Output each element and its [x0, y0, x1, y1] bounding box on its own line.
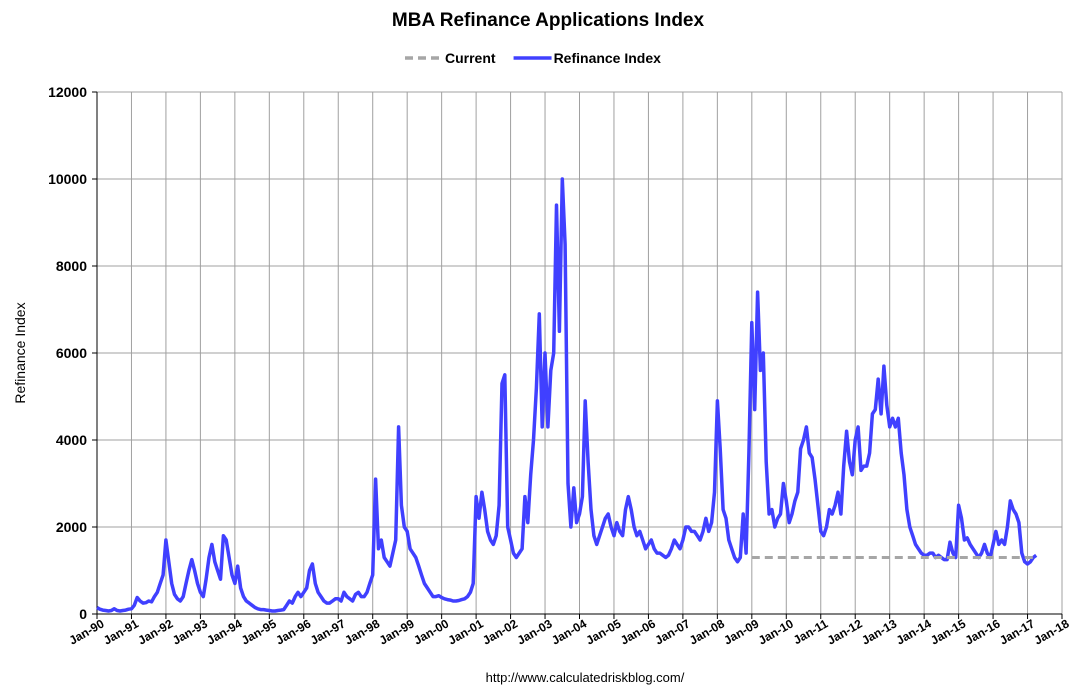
source-text: http://www.calculatedriskblog.com/ — [486, 670, 685, 685]
x-tick-label: Jan-16 — [963, 616, 1003, 647]
legend-label: Refinance Index — [554, 50, 662, 66]
y-tick-label: 6000 — [56, 345, 87, 361]
x-tick-label: Jan-18 — [1032, 616, 1072, 647]
y-tick-label: 0 — [79, 606, 87, 622]
x-tick-label: Jan-03 — [515, 616, 555, 647]
x-tick-label: Jan-09 — [721, 616, 761, 647]
x-tick-label: Jan-08 — [687, 616, 727, 647]
series-line — [96, 177, 1038, 613]
x-tick-label: Jan-07 — [652, 616, 692, 647]
x-tick-label: Jan-99 — [377, 616, 417, 647]
x-tick-label: Jan-02 — [480, 616, 520, 647]
x-tick-label: Jan-97 — [308, 616, 348, 647]
y-tick-label: 2000 — [56, 519, 87, 535]
x-tick-label: Jan-00 — [411, 616, 451, 647]
y-tick-label: 4000 — [56, 432, 87, 448]
legend-label: Current — [445, 50, 496, 66]
y-tick-label: 12000 — [48, 84, 87, 100]
x-tick-label: Jan-14 — [894, 616, 934, 647]
x-tick-label: Jan-17 — [997, 616, 1037, 647]
x-tick-label: Jan-05 — [584, 616, 624, 647]
x-tick-label: Jan-11 — [791, 616, 831, 647]
x-tick-label: Jan-13 — [859, 616, 899, 647]
y-tick-label: 10000 — [48, 171, 87, 187]
chart-title: MBA Refinance Applications Index — [392, 10, 705, 31]
x-tick-label: Jan-92 — [135, 616, 175, 647]
x-tick-label: Jan-94 — [204, 616, 244, 647]
x-tick-label: Jan-95 — [239, 616, 279, 647]
x-tick-label: Jan-98 — [342, 616, 382, 647]
x-tick-label: Jan-10 — [756, 616, 796, 647]
y-axis-label: Refinance Index — [12, 302, 28, 403]
x-tick-label: Jan-15 — [928, 616, 968, 647]
x-tick-label: Jan-93 — [170, 616, 210, 647]
x-tick-label: Jan-96 — [273, 616, 313, 647]
x-tick-label: Jan-01 — [446, 616, 486, 647]
x-tick-label: Jan-06 — [618, 616, 658, 647]
x-tick-label: Jan-91 — [101, 616, 141, 647]
x-tick-label: Jan-12 — [825, 616, 865, 647]
x-tick-label: Jan-04 — [549, 616, 589, 647]
y-tick-label: 8000 — [56, 258, 87, 274]
